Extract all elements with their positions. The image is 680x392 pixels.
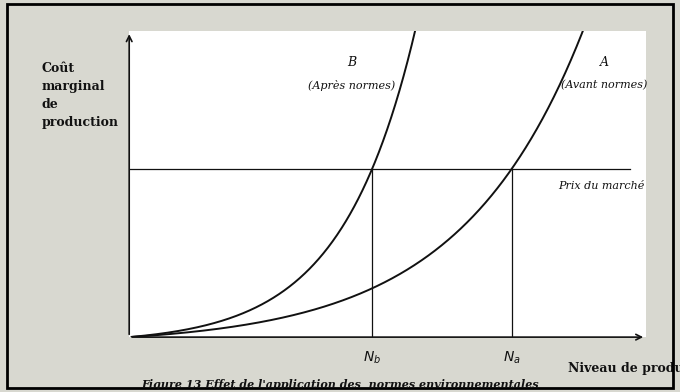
Text: A: A — [600, 56, 609, 69]
Text: $N_b$: $N_b$ — [363, 349, 381, 366]
Text: Niveau de production: Niveau de production — [568, 361, 680, 375]
Text: B: B — [347, 56, 356, 69]
Text: Coût
marginal
de
production: Coût marginal de production — [41, 62, 118, 129]
Text: Figure 13 Effet de l'application des  normes environnementales: Figure 13 Effet de l'application des nor… — [141, 379, 539, 390]
Text: (Avant normes): (Avant normes) — [562, 80, 648, 91]
Text: $N_a$: $N_a$ — [503, 349, 520, 366]
Text: Prix du marché: Prix du marché — [558, 181, 645, 191]
Text: (Après normes): (Après normes) — [308, 80, 395, 91]
